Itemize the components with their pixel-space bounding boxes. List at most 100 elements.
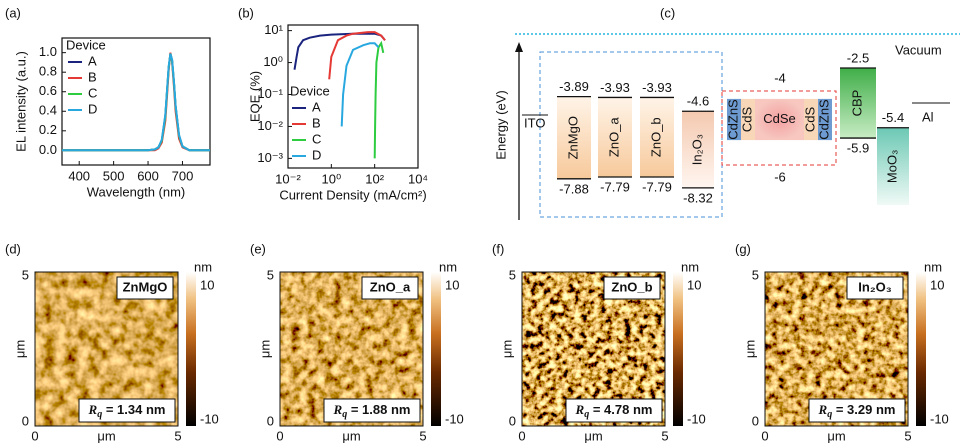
lumo-value: -2.5 bbox=[847, 50, 869, 65]
x-tick-label: 0 bbox=[761, 428, 768, 443]
y-tick-label: 10⁻¹ bbox=[257, 86, 283, 101]
panel-label: (e) bbox=[250, 241, 266, 256]
rq-value: = 1.88 nm bbox=[347, 402, 410, 417]
x-tick-label: 500 bbox=[103, 168, 125, 183]
legend-label: B bbox=[88, 69, 97, 84]
y-tick-label: 10⁻³ bbox=[257, 150, 283, 165]
image-frame bbox=[279, 271, 424, 427]
x-axis-label: μm bbox=[342, 428, 360, 443]
series-line bbox=[62, 53, 210, 152]
qd-lumo-value: -4 bbox=[774, 70, 786, 85]
y-axis-label: μm bbox=[12, 340, 27, 358]
sample-label: ZnMgO bbox=[123, 279, 168, 294]
lumo-value: -5.4 bbox=[882, 110, 904, 125]
rq-symbol: R bbox=[333, 402, 343, 417]
x-tick-label: 600 bbox=[137, 168, 159, 183]
qd-layer-name: CdS bbox=[739, 107, 754, 133]
colorbar bbox=[186, 272, 196, 426]
y-axis-label: EL intensity (a.u.) bbox=[13, 51, 28, 152]
sample-box bbox=[846, 276, 904, 300]
rq-symbol: R bbox=[818, 402, 828, 417]
colorbar-min: -10 bbox=[200, 411, 219, 426]
rq-box bbox=[808, 398, 906, 423]
rq-subscript: q bbox=[342, 409, 347, 420]
x-axis-label: Current Density (mA/cm²) bbox=[279, 187, 426, 202]
x-tick-label: 700 bbox=[172, 168, 194, 183]
colorbar bbox=[916, 272, 926, 426]
axis-arrow bbox=[515, 42, 523, 52]
rq-box bbox=[78, 398, 176, 423]
homo-value: -7.88 bbox=[559, 181, 589, 196]
y-tick-label: 0.6 bbox=[39, 83, 57, 98]
series-line bbox=[62, 54, 210, 152]
colorbar-min: -10 bbox=[445, 411, 464, 426]
layer-box bbox=[877, 127, 909, 205]
rq-label: Rq = 1.88 nm bbox=[333, 402, 411, 420]
sample-box bbox=[116, 276, 174, 300]
y-tick-label: 5 bbox=[509, 267, 516, 282]
layer-box bbox=[682, 111, 714, 188]
series-line bbox=[62, 53, 210, 152]
x-tick-label: 10² bbox=[365, 171, 384, 186]
lumo-value: -3.93 bbox=[642, 80, 672, 95]
x-tick-label: 5 bbox=[661, 428, 668, 443]
image-frame bbox=[521, 271, 666, 427]
layer-name: ZnO_a bbox=[606, 117, 621, 158]
colorbar-unit: nm bbox=[439, 259, 457, 274]
rq-label: Rq = 1.34 nm bbox=[88, 402, 166, 420]
qd-layer bbox=[818, 98, 832, 141]
colorbar bbox=[431, 272, 441, 426]
qd-group bbox=[721, 90, 837, 166]
legend-label: C bbox=[312, 131, 321, 146]
rq-box bbox=[323, 398, 421, 423]
panel-label: (c) bbox=[660, 5, 675, 20]
rq-symbol: R bbox=[88, 402, 98, 417]
colorbar-max: 10 bbox=[445, 277, 459, 292]
rq-value: = 3.29 nm bbox=[832, 402, 895, 417]
x-tick-label: 5 bbox=[904, 428, 911, 443]
x-tick-label: 10⁴ bbox=[408, 171, 428, 186]
y-tick-label: 0.0 bbox=[39, 142, 57, 157]
x-axis-label: μm bbox=[584, 428, 602, 443]
sample-label: ZnO_b bbox=[611, 279, 652, 294]
y-tick-label: 0 bbox=[22, 413, 29, 428]
legend-title: Device bbox=[290, 83, 330, 98]
qd-layer bbox=[727, 98, 741, 141]
legend-title: Device bbox=[66, 37, 106, 52]
panel-label: (d) bbox=[5, 241, 21, 256]
plot-frame bbox=[287, 24, 419, 169]
y-tick-label: 0.2 bbox=[39, 122, 57, 137]
rq-label: Rq = 4.78 nm bbox=[575, 402, 653, 420]
rq-value: = 4.78 nm bbox=[589, 402, 652, 417]
qd-layer-name: CdS bbox=[802, 107, 817, 133]
colorbar-max: 10 bbox=[930, 277, 944, 292]
colorbar-unit: nm bbox=[194, 259, 212, 274]
homo-value: -5.9 bbox=[847, 140, 869, 155]
x-tick-label: 0 bbox=[518, 428, 525, 443]
y-axis-label: μm bbox=[257, 340, 272, 358]
y-axis-label: μm bbox=[499, 340, 514, 358]
legend-label: B bbox=[312, 115, 321, 130]
layer-name: ZnMgO bbox=[565, 116, 580, 159]
legend-label: D bbox=[88, 101, 97, 116]
x-tick-label: 0 bbox=[276, 428, 283, 443]
qd-layer-name: CdZnS bbox=[725, 99, 740, 140]
sample-label: ZnO_a bbox=[370, 279, 411, 294]
homo-value: -7.79 bbox=[642, 179, 672, 194]
colorbar-unit: nm bbox=[681, 259, 699, 274]
y-tick-label: 10⁻² bbox=[257, 118, 283, 133]
y-tick-label: 0 bbox=[752, 413, 759, 428]
lumo-value: -3.89 bbox=[559, 79, 589, 94]
legend-label: D bbox=[312, 147, 321, 162]
qd-layer bbox=[741, 98, 755, 141]
layer-name: In₂O₃ bbox=[689, 134, 704, 165]
y-tick-label: 10¹ bbox=[264, 22, 283, 37]
legend-label: A bbox=[88, 53, 97, 68]
series-line bbox=[328, 31, 386, 80]
sample-box bbox=[361, 276, 419, 300]
sample-label: In₂O₃ bbox=[858, 279, 891, 294]
x-axis-label: Wavelength (nm) bbox=[87, 184, 186, 199]
layer-box bbox=[598, 97, 632, 177]
colorbar-min: -10 bbox=[930, 411, 949, 426]
x-tick-label: 0 bbox=[31, 428, 38, 443]
